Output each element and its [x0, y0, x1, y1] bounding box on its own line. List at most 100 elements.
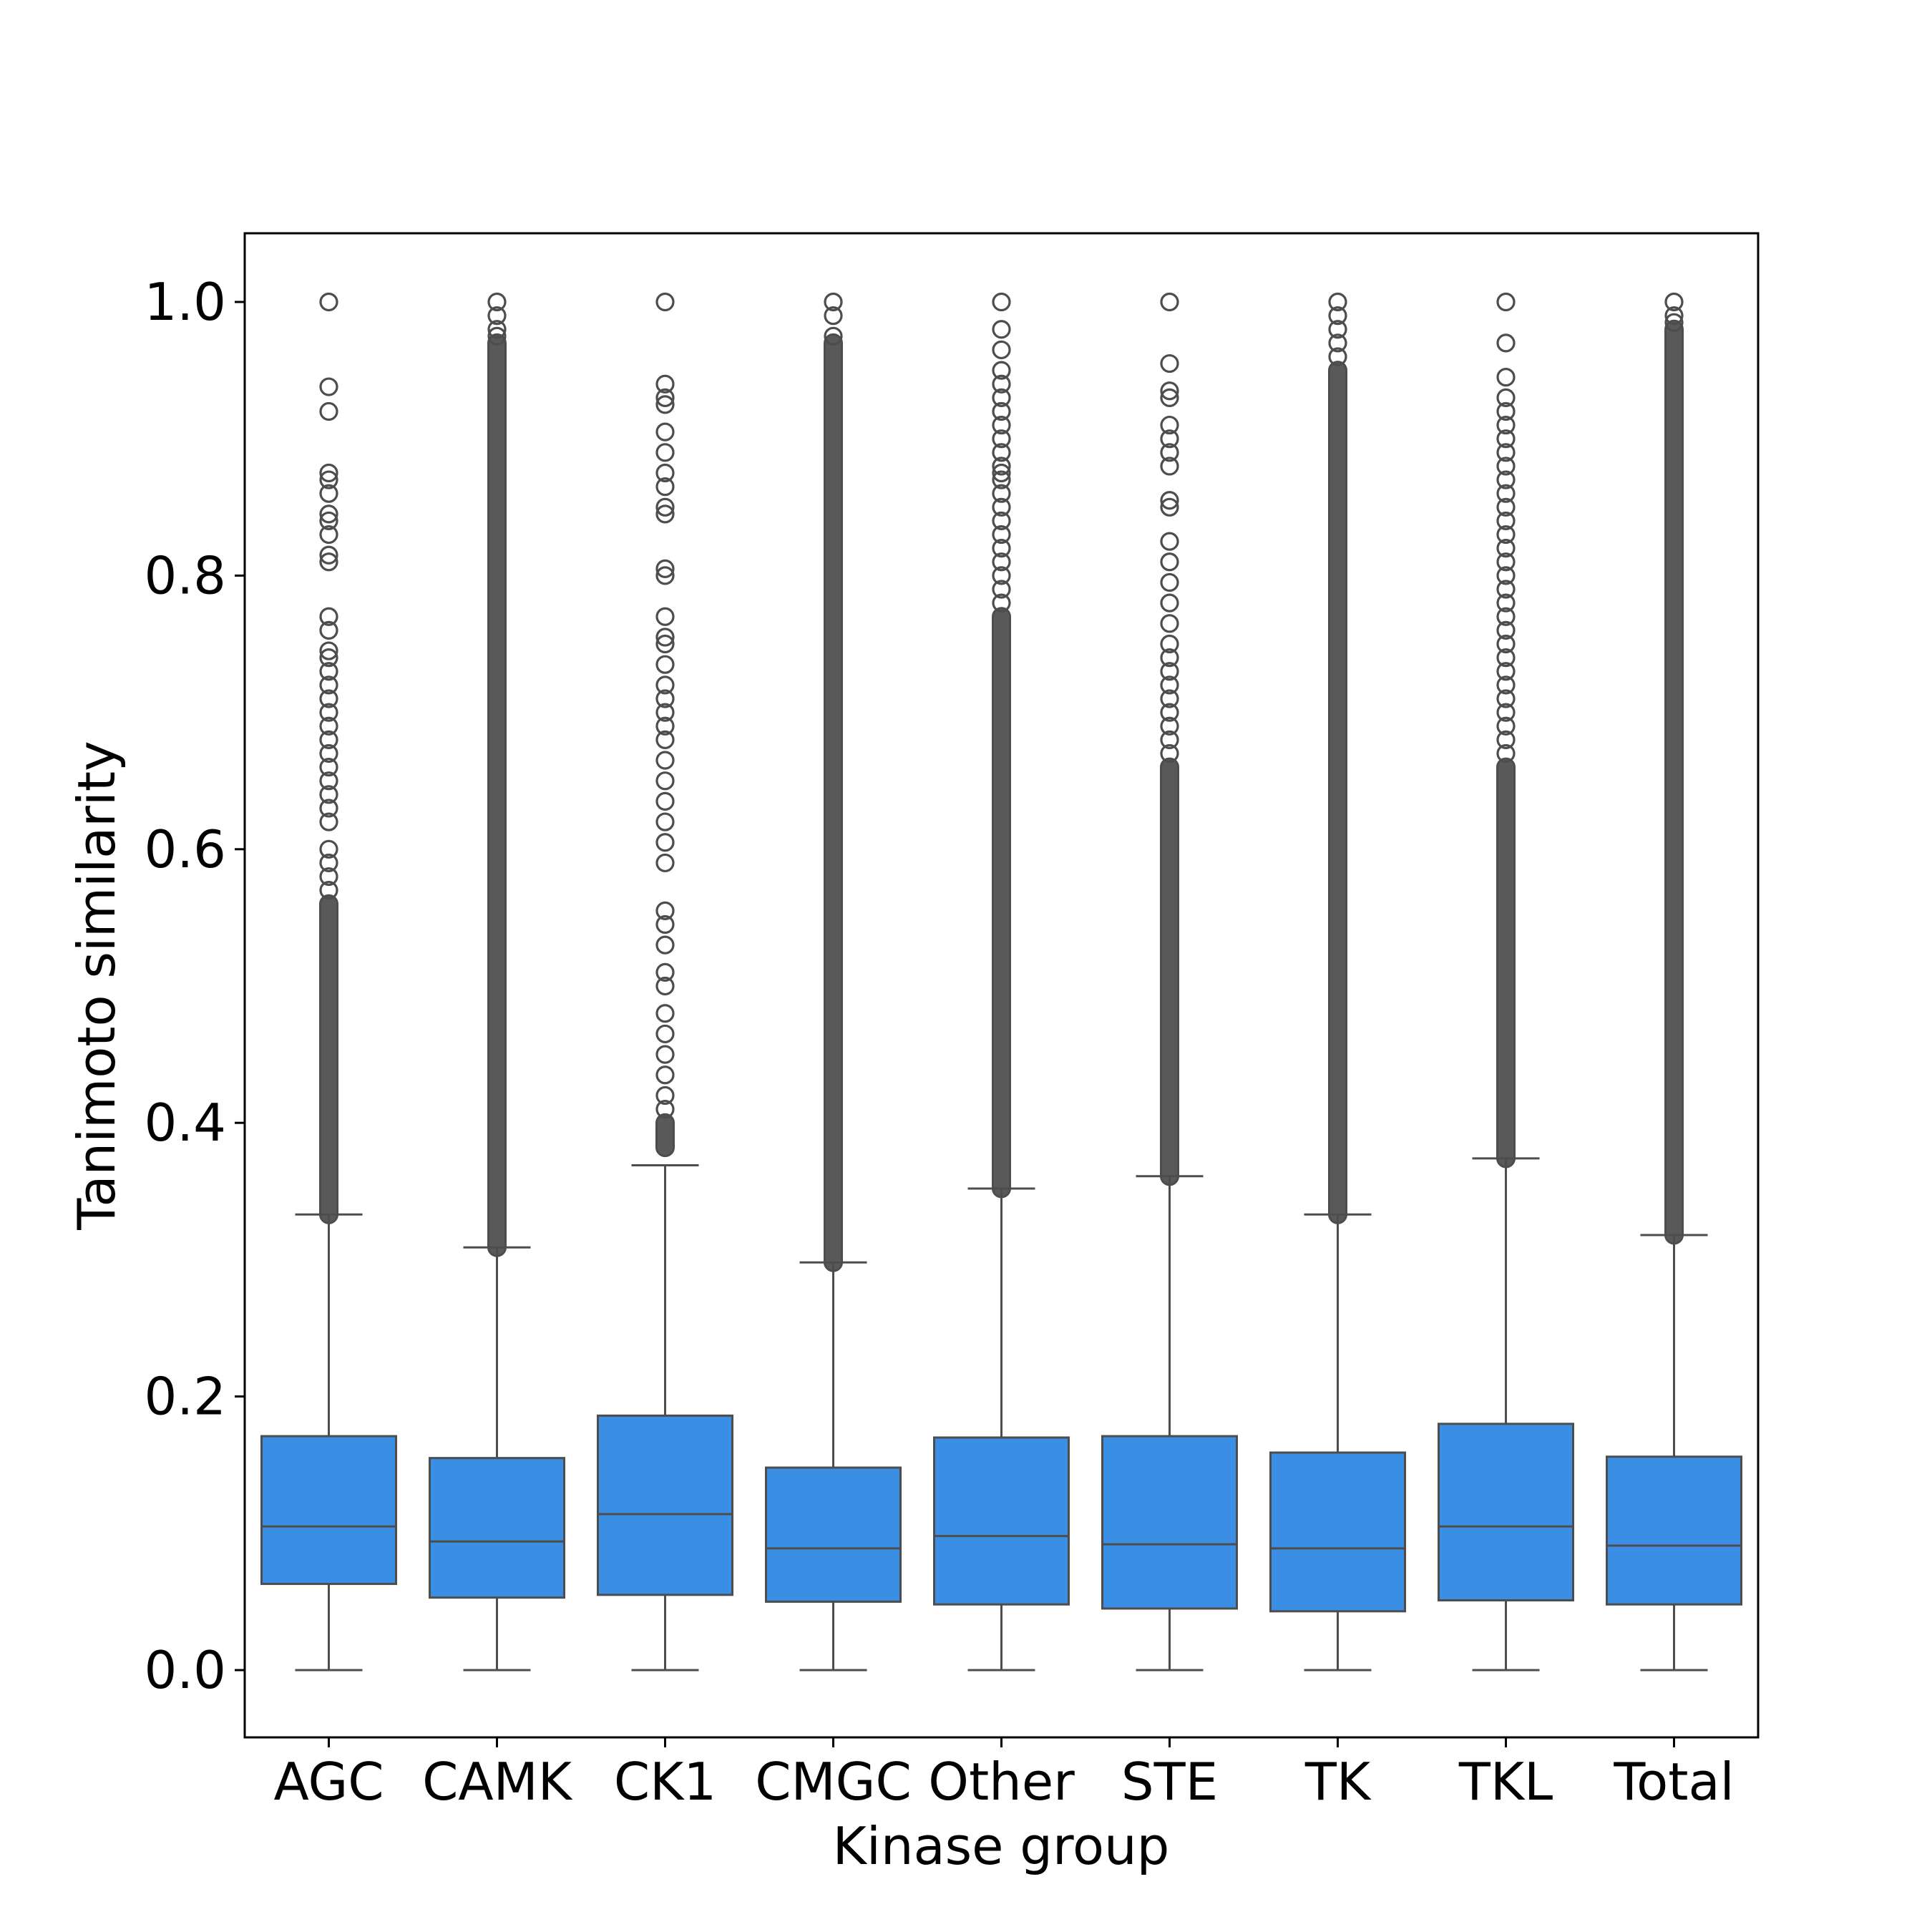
outlier-point	[319, 799, 338, 818]
box-tk	[1269, 1213, 1406, 1672]
outlier-point	[319, 292, 338, 312]
outlier-point	[1496, 470, 1516, 489]
outlier-point	[1496, 648, 1516, 668]
x-tick-label: TKL	[1458, 1752, 1553, 1812]
outlier-point	[655, 812, 675, 831]
outlier-point	[1160, 388, 1179, 407]
iqr-box	[933, 1436, 1070, 1606]
box-ste	[1101, 1175, 1238, 1672]
x-tick-label: TK	[1304, 1752, 1372, 1812]
outlier-point	[824, 326, 843, 346]
box-camk	[429, 1246, 565, 1672]
outlier-point	[319, 504, 338, 524]
outlier-point	[487, 326, 507, 346]
outlier-point	[655, 853, 675, 873]
outlier-point	[319, 511, 338, 531]
outlier-point	[655, 1099, 675, 1119]
outlier-point	[1160, 662, 1179, 681]
outlier-point	[1496, 730, 1516, 749]
outlier-point	[1160, 292, 1179, 312]
x-axis-label: Kinase group	[833, 1816, 1170, 1876]
outlier-point	[655, 395, 675, 414]
outlier-point	[655, 634, 675, 654]
outlier-point	[1160, 716, 1179, 736]
outlier-point	[655, 1065, 675, 1085]
outlier-point	[1160, 689, 1179, 708]
iqr-box	[765, 1466, 902, 1603]
outlier-point	[1160, 415, 1179, 435]
x-tick-label: CAMK	[422, 1752, 573, 1812]
outlier-point	[1496, 388, 1516, 407]
x-tick-label: Total	[1613, 1752, 1734, 1812]
outlier-point	[655, 477, 675, 497]
outlier-point	[992, 566, 1011, 585]
outliers-camk	[487, 292, 507, 1257]
outlier-point	[1160, 457, 1179, 476]
outlier-point	[992, 388, 1011, 407]
outlier-point	[1496, 675, 1516, 695]
outlier-point	[655, 751, 675, 770]
outlier-point	[1328, 347, 1347, 366]
y-tick-label: 0.6	[144, 819, 226, 879]
outlier-point	[992, 552, 1011, 572]
outlier-point	[992, 401, 1011, 421]
outlier-point	[1496, 484, 1516, 503]
outlier-point	[655, 1085, 675, 1106]
outlier-point	[319, 484, 338, 503]
outlier-point	[319, 648, 338, 668]
outlier-point	[1160, 572, 1179, 592]
outlier-point	[1496, 539, 1516, 558]
x-tick-label: STE	[1121, 1752, 1218, 1812]
outlier-dense-cluster	[487, 333, 507, 1257]
outlier-point	[1160, 381, 1179, 401]
outlier-point	[319, 853, 338, 873]
outlier-point	[319, 881, 338, 900]
outlier-point	[1496, 401, 1516, 421]
x-tick-label: AGC	[273, 1752, 384, 1812]
outlier-point	[1496, 511, 1516, 531]
outlier-point	[1328, 292, 1347, 312]
outlier-point	[1160, 353, 1179, 374]
outlier-point	[655, 559, 675, 578]
boxes-layer	[260, 1157, 1742, 1672]
iqr-box	[429, 1457, 565, 1599]
outlier-dense-cluster	[824, 333, 843, 1272]
outlier-point	[1160, 730, 1179, 749]
outliers-agc	[319, 292, 338, 1224]
outlier-point	[1160, 675, 1179, 695]
outlier-point	[319, 662, 338, 681]
outlier-point	[655, 607, 675, 626]
outlier-point	[992, 374, 1011, 394]
outlier-point	[487, 306, 507, 326]
outlier-point	[1496, 662, 1516, 681]
outlier-point	[1496, 716, 1516, 736]
outlier-point	[992, 429, 1011, 449]
outlier-dense-cluster	[319, 894, 338, 1224]
outlier-point	[1496, 743, 1516, 763]
box-total	[1606, 1234, 1742, 1672]
box-other	[933, 1187, 1070, 1672]
outlier-point	[824, 306, 843, 326]
outlier-point	[1664, 292, 1684, 312]
outlier-point	[1496, 634, 1516, 654]
outlier-point	[1160, 614, 1179, 633]
box-ck1	[597, 1163, 733, 1672]
outlier-point	[992, 292, 1011, 312]
outlier-point	[655, 730, 675, 749]
outliers-tkl	[1496, 292, 1516, 1169]
outlier-point	[319, 525, 338, 545]
outlier-point	[655, 504, 675, 524]
outlier-point	[655, 791, 675, 811]
outlier-point	[1496, 620, 1516, 640]
outlier-point	[319, 607, 338, 626]
outlier-point	[1496, 689, 1516, 708]
outlier-point	[1160, 497, 1179, 517]
outlier-point	[824, 292, 843, 312]
outlier-point	[319, 716, 338, 736]
outlier-point	[992, 580, 1011, 599]
outlier-point	[992, 470, 1011, 489]
outlier-point	[1160, 532, 1179, 551]
outlier-point	[1160, 552, 1179, 572]
outlier-point	[319, 545, 338, 565]
outlier-point	[1496, 593, 1516, 613]
